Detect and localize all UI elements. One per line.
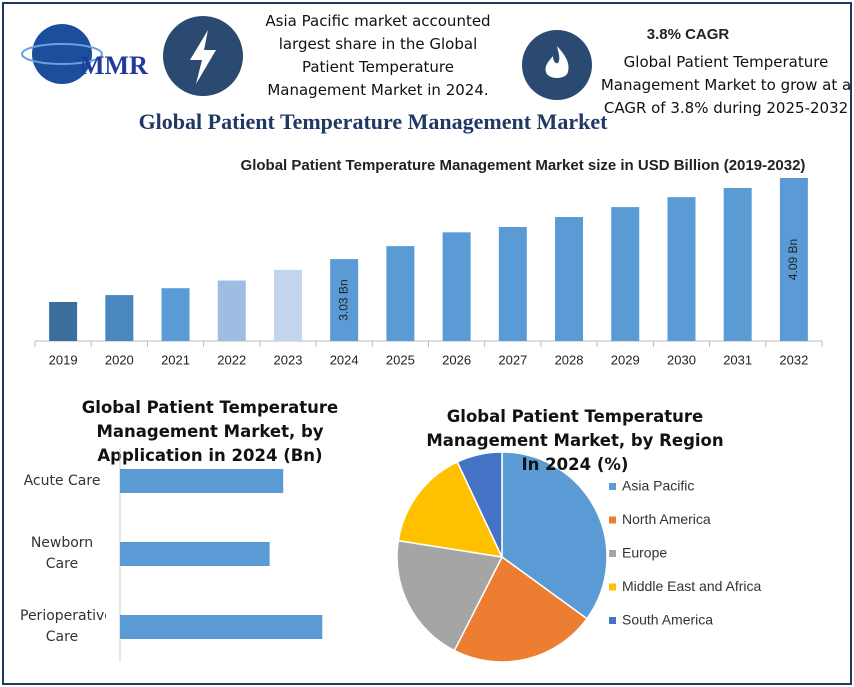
bolt-icon <box>190 30 216 84</box>
y-tick-label-box: Perioperative Care <box>20 608 106 645</box>
value-label: 4.09 Bn <box>786 239 800 280</box>
pie-slice <box>501 451 608 620</box>
y-tick-label-box: Acute Care <box>23 472 101 489</box>
legend-label: Middle East and Africa <box>622 578 762 594</box>
legend-swatch <box>609 483 616 490</box>
pie-slice <box>456 451 503 558</box>
bar <box>498 226 527 341</box>
x-tick-label: 2024 <box>330 352 359 367</box>
pie-slice <box>453 555 588 663</box>
bar <box>105 295 134 341</box>
chart-title: Global Patient Temperature Management Ma… <box>426 407 724 474</box>
blurb-left: Asia Pacific market accounted largest sh… <box>265 12 491 99</box>
bar <box>779 178 808 341</box>
globe-ring <box>21 43 103 65</box>
bar <box>217 280 246 341</box>
y-tick-label: Perioperative Care <box>20 608 106 645</box>
bar <box>161 288 190 341</box>
main-title: Global Patient Temperature Management Ma… <box>139 109 609 134</box>
bar <box>49 301 78 341</box>
pie-slice <box>397 460 504 558</box>
legend-swatch <box>609 617 616 624</box>
bar <box>330 259 359 341</box>
legend-label: Asia Pacific <box>622 478 694 494</box>
x-tick-label: 2030 <box>667 352 696 367</box>
logo-text: MMR <box>80 51 148 80</box>
globe-icon <box>32 24 92 84</box>
x-tick-label: 2029 <box>611 352 640 367</box>
bar <box>667 197 696 341</box>
legend-label: North America <box>622 511 711 527</box>
bar <box>120 615 323 639</box>
chart-title-box: Global Patient Temperature Management Ma… <box>81 398 339 465</box>
x-tick-label: 2031 <box>723 352 752 367</box>
x-tick-label: 2028 <box>555 352 584 367</box>
legend-label: Europe <box>622 545 667 561</box>
blurb-right-box: Global Patient Temperature Management Ma… <box>600 53 852 117</box>
bar <box>273 269 302 341</box>
x-tick-label: 2023 <box>274 352 303 367</box>
bar <box>723 187 752 341</box>
legend-label: South America <box>622 612 713 628</box>
legend-swatch <box>609 516 616 524</box>
y-tick-label: Newborn Care <box>30 535 94 572</box>
y-tick-label-box: Newborn Care <box>30 535 94 572</box>
blurb-left-box: Asia Pacific market accounted largest sh… <box>265 12 491 99</box>
blurb-right: Global Patient Temperature Management Ma… <box>600 53 852 117</box>
chart-title-box: Global Patient Temperature Management Ma… <box>426 407 724 474</box>
bar <box>442 232 471 341</box>
chart-title: Global Patient Temperature Management Ma… <box>81 398 339 465</box>
flame-icon <box>545 46 569 78</box>
y-tick-label: Acute Care <box>23 472 101 489</box>
bar <box>386 246 415 341</box>
x-tick-label: 2020 <box>105 352 134 367</box>
value-label: 3.03 Bn <box>336 279 350 320</box>
bar <box>555 217 584 341</box>
x-tick-label: 2026 <box>442 352 471 367</box>
bar <box>611 207 640 341</box>
bar <box>120 469 284 493</box>
x-tick-label: 2021 <box>161 352 190 367</box>
chart-title: Global Patient Temperature Management Ma… <box>241 157 806 174</box>
x-tick-label: 2019 <box>49 352 78 367</box>
legend-swatch <box>609 550 616 557</box>
legend-swatch <box>609 583 616 591</box>
x-tick-label: 2025 <box>386 352 415 367</box>
bar <box>120 542 270 566</box>
pie-slice <box>396 539 504 652</box>
x-tick-label: 2027 <box>498 352 527 367</box>
x-tick-label: 2022 <box>217 352 246 367</box>
cagr-title: 3.8% CAGR <box>647 26 730 43</box>
x-tick-label: 2032 <box>779 352 808 367</box>
